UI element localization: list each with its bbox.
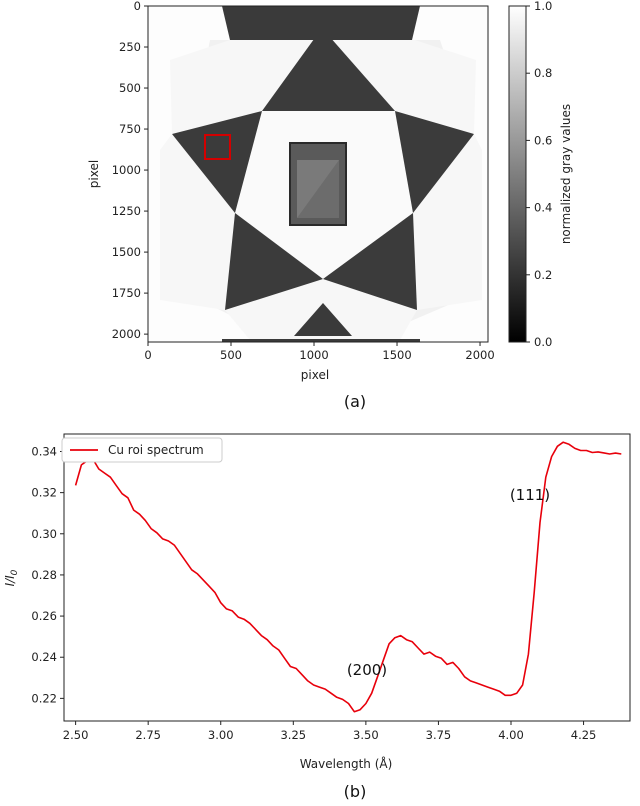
spectrum-x-tick-label: 3.50 xyxy=(353,728,379,742)
annotation-111: (111) xyxy=(510,486,550,504)
colorbar xyxy=(508,5,527,343)
panel-a-label: (a) xyxy=(344,392,366,411)
colorbar-tick-label: 0.2 xyxy=(534,268,552,282)
radiograph-panel: 0 500 1000 1500 2000 0 250 500 750 1000 1250 1500 1… xyxy=(87,0,573,411)
spectrum-x-axis-label: Wavelength (Å) xyxy=(300,756,393,771)
spectrum-panel: 2.50 2.75 3.00 3.25 3.50 3.75 4.00 4.25 0.220.2… xyxy=(3,433,631,801)
spectrum-y-tick-label: 0.28 xyxy=(31,568,57,582)
spectrum-y-tick-label: 0.22 xyxy=(31,691,57,705)
image-y-tick-label: 2000 xyxy=(112,327,141,341)
radiograph-image xyxy=(148,6,488,342)
image-frame xyxy=(147,5,489,343)
colorbar-tick-label: 0.4 xyxy=(534,201,552,215)
spectrum-x-tick-label: 4.00 xyxy=(498,728,524,742)
spectrum-y-axis-label: I/I0 xyxy=(3,569,20,586)
spectrum-y-tick-label: 0.26 xyxy=(31,609,57,623)
spectrum-y-ticks: 0.22 0.24 0.26 0.28 0.30 0.32 0.34 xyxy=(31,444,64,705)
spectrum-x-tick-label: 4.25 xyxy=(571,728,597,742)
spectrum-x-tick-label: 2.50 xyxy=(63,728,89,742)
spectrum-x-tick-label: 3.75 xyxy=(426,728,452,742)
image-x-tick-label: 1000 xyxy=(299,348,328,362)
colorbar-ticks: 0.0 0.2 0.4 0.6 0.8 1.0 xyxy=(526,0,552,349)
image-y-axis-label: pixel xyxy=(87,160,101,188)
annotation-200: (200) xyxy=(347,661,387,679)
image-y-ticks: 0 250 500 750 1000 1250 1500 1750 2000 xyxy=(112,0,148,341)
roi-box xyxy=(204,134,231,160)
image-y-tick-label: 1000 xyxy=(112,163,141,177)
image-x-tick-label: 2000 xyxy=(465,348,494,362)
image-x-axis-label: pixel xyxy=(301,368,329,382)
image-x-ticks: 0 500 1000 1500 2000 xyxy=(144,342,495,362)
panel-b-label: (b) xyxy=(344,782,367,801)
legend: Cu roi spectrum xyxy=(61,437,223,463)
image-y-tick-label: 500 xyxy=(119,81,141,95)
spectrum-y-tick-label: 0.32 xyxy=(31,486,57,500)
image-y-tick-label: 1500 xyxy=(112,245,141,259)
image-y-tick-label: 0 xyxy=(134,0,141,13)
colorbar-label: normalized gray values xyxy=(559,104,573,244)
image-x-tick-label: 1500 xyxy=(382,348,411,362)
cu-roi-spectrum-line xyxy=(74,441,622,713)
image-x-tick-label: 0 xyxy=(144,348,151,362)
spectrum-y-tick-label: 0.30 xyxy=(31,527,57,541)
spectrum-x-ticks: 2.50 2.75 3.00 3.25 3.50 3.75 4.00 4.25 xyxy=(63,721,597,742)
colorbar-tick-label: 0.6 xyxy=(534,133,552,147)
legend-label: Cu roi spectrum xyxy=(108,443,204,457)
colorbar-tick-label: 0.8 xyxy=(534,66,552,80)
spectrum-x-tick-label: 2.75 xyxy=(135,728,161,742)
image-x-tick-label: 500 xyxy=(220,348,242,362)
spectrum-x-tick-label: 3.25 xyxy=(280,728,306,742)
spectrum-x-tick-label: 3.00 xyxy=(208,728,234,742)
bottom-block xyxy=(294,303,352,336)
image-y-tick-label: 750 xyxy=(119,122,141,136)
spectrum-y-tick-label: 0.24 xyxy=(31,650,57,664)
image-y-tick-label: 250 xyxy=(119,40,141,54)
colorbar-tick-label: 0.0 xyxy=(534,335,552,349)
top-block xyxy=(222,6,420,40)
spectrum-y-tick-label: 0.34 xyxy=(31,444,57,458)
colorbar-tick-label: 1.0 xyxy=(534,0,552,13)
image-y-tick-label: 1250 xyxy=(112,204,141,218)
image-y-tick-label: 1750 xyxy=(112,286,141,300)
